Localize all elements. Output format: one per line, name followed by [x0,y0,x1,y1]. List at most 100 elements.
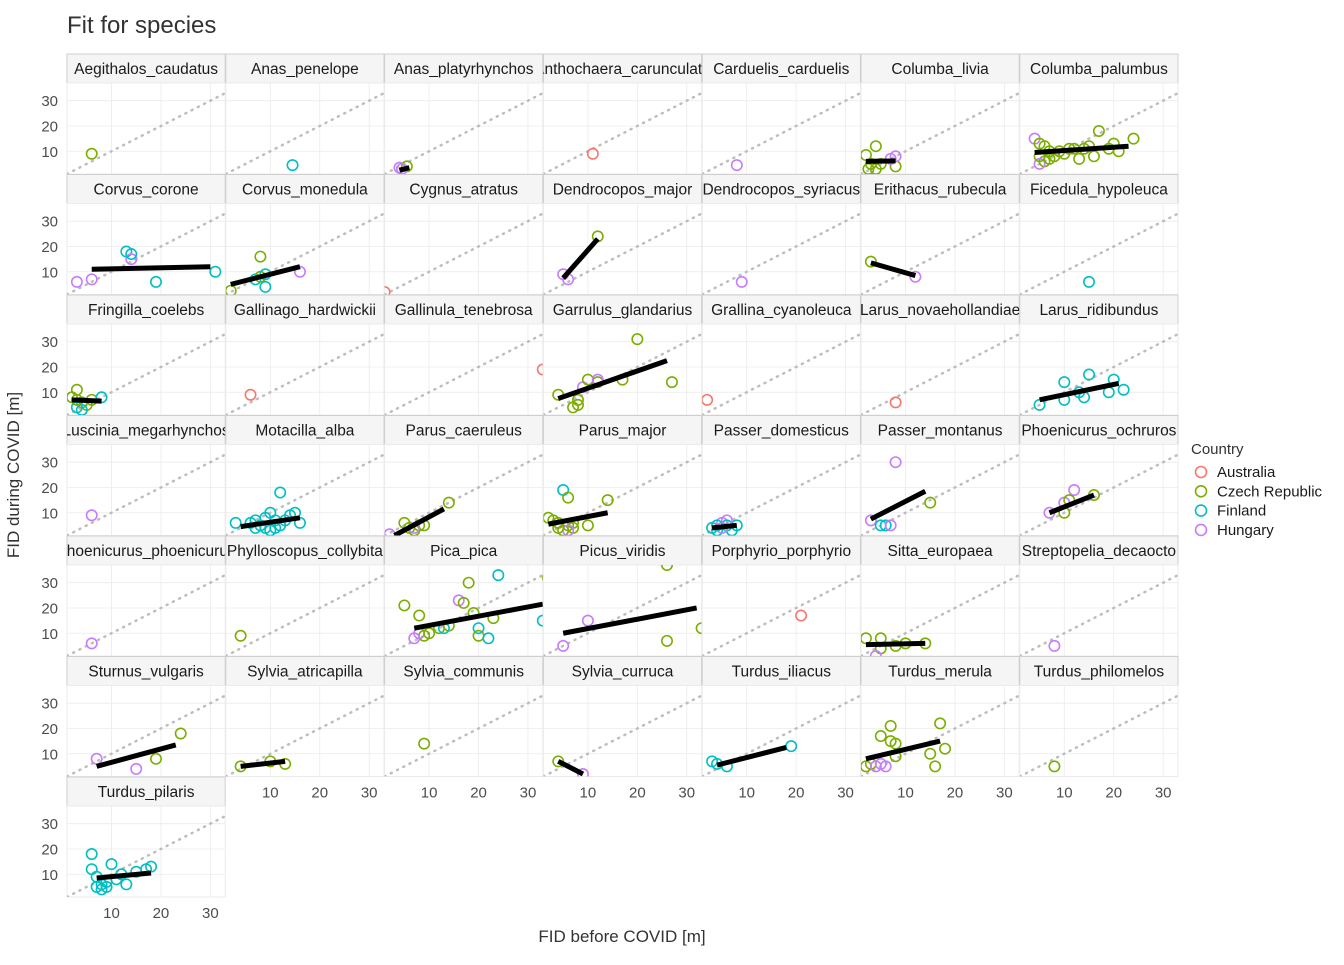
data-point [889,456,902,469]
facet-panel: Corvus_monedula [225,174,385,295]
facet-strip [1019,535,1179,566]
facet-strip-label: Phoenicurus_phoenicurus [56,543,235,560]
facet-strip-label: Passer_domesticus [714,423,850,440]
facet-strip-label: Columba_palumbus [1030,61,1168,78]
panel-plot-area [1019,694,1178,777]
facet-strip [701,415,861,445]
y-tick-label: 20 [41,239,58,256]
facet-strip [225,656,385,686]
reference-line [861,212,1020,295]
data-point [234,629,247,642]
panel-plot-area [702,453,861,536]
x-tick-label: 20 [788,785,805,802]
data-point [70,275,83,288]
reference-line [543,573,702,656]
legend-swatch [1194,523,1208,537]
fit-line [413,601,543,631]
data-point [1068,483,1081,496]
reference-line [702,453,861,536]
reference-line [1019,212,1178,295]
panel-background [1019,564,1179,657]
reference-line [67,573,226,656]
legend-label: Hungary [1217,522,1274,539]
panel-background [701,444,861,536]
x-tick-label: 10 [738,785,755,802]
facet-strip-label: Larus_novaehollandiae [860,302,1020,319]
fit-line [561,237,600,280]
reference-line [67,453,226,536]
facet-strip-label: Carduelis_carduelis [713,61,849,78]
reference-line [384,212,543,295]
panel-background [384,444,544,536]
fit-line [91,264,211,272]
reference-line [543,332,702,415]
data-point [924,496,937,509]
panel-background [542,82,703,175]
fit-line [398,165,410,173]
data-point [384,285,391,295]
panel-plot-area [861,694,1020,777]
panel-plot-area [1019,91,1178,174]
facet-strip-label: Passer_montanus [878,423,1003,440]
fit-line [393,506,446,536]
reference-line [702,573,861,656]
legend-label: Czech Republic [1217,483,1323,500]
facet-strip-label: Parus_caeruleus [406,423,523,440]
facet-panel: Sitta_europaea [860,535,1020,657]
panel-plot-area [225,212,384,295]
panel-plot-area [67,91,226,174]
y-tick-label: 10 [41,264,58,281]
facet-strip-label: Corvus_monedula [242,182,368,199]
data-point [884,519,897,532]
data-point [1073,152,1086,165]
facet-panel: Sturnus_vulgaris 10 20 30 [41,656,226,777]
panel-background [384,685,544,777]
reference-line [543,694,702,777]
facet-strip [1019,53,1179,84]
y-tick-label: 30 [41,816,58,833]
facet-panel: Sylvia_atricapilla 10 20 30 [225,656,385,802]
facet-strip [384,294,544,325]
x-tick-label: 20 [947,785,964,802]
facet-strip [860,656,1020,686]
data-point [145,860,158,873]
panel-plot-area [225,453,384,536]
panel-background [542,203,703,295]
fit-line [547,510,609,527]
fit-line [711,522,738,531]
data-point [586,147,599,160]
fit-line [557,759,585,777]
reference-line [225,453,384,536]
data-point [209,265,222,278]
data-point [418,737,431,750]
data-point [398,599,411,612]
fit-line [96,742,177,769]
data-point [735,275,748,288]
facet-panel: Fringilla_coelebs 10 20 30 [41,294,226,416]
reference-line [384,694,543,777]
facet-strip-label: Turdus_philomelos [1034,664,1165,681]
data-point [536,363,543,376]
facet-panel: Pica_pica [384,535,544,657]
x-tick-label: 20 [153,905,170,922]
x-tick-label: 20 [311,785,328,802]
fit-line [557,358,668,401]
facet-panel: Gallinula_tenebrosa [384,294,544,416]
facet-panel: Aegithalos_caudatus 10 20 30 [41,53,226,175]
facet-strip [1019,174,1179,204]
panel-background [701,323,861,416]
facet-strip [701,656,861,686]
panel-plot-area [543,453,702,536]
panel-plot-area [384,212,543,295]
facet-strip-label: Luscinia_megarhynchos [63,423,230,440]
data-point [1083,368,1096,381]
reference-line [1019,694,1178,777]
fit-line [1039,380,1120,403]
y-tick-label: 30 [41,93,58,110]
reference-line [225,332,384,415]
facet-strip [384,174,544,204]
data-point [293,516,306,529]
reference-line [384,332,543,415]
panel-plot-area [384,569,543,656]
